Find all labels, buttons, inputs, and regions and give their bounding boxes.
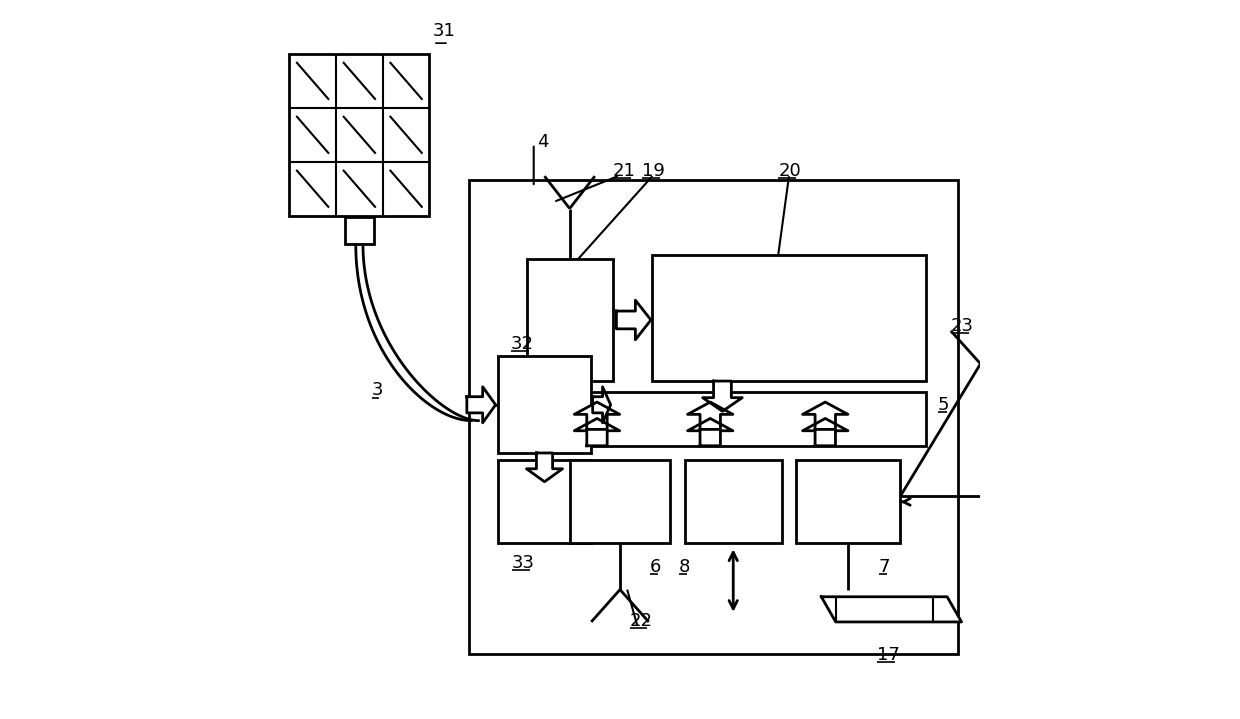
Text: 17: 17	[878, 646, 900, 664]
Bar	[652, 255, 925, 381]
Text: 32: 32	[511, 335, 533, 353]
Bar	[497, 460, 591, 543]
Text: 5: 5	[937, 396, 950, 414]
Polygon shape	[802, 418, 848, 446]
Text: 3: 3	[372, 382, 383, 400]
Text: 23: 23	[951, 317, 973, 335]
Bar	[569, 460, 671, 543]
Polygon shape	[466, 387, 496, 423]
Bar	[684, 460, 781, 543]
Bar	[520, 392, 925, 446]
Text: 6: 6	[650, 558, 662, 576]
Text: 7: 7	[879, 558, 890, 576]
Polygon shape	[688, 418, 733, 446]
Polygon shape	[703, 381, 743, 411]
Bar	[796, 460, 900, 543]
Text: 8: 8	[680, 558, 691, 576]
Text: 31: 31	[433, 22, 456, 40]
Bar	[497, 356, 591, 453]
Bar	[345, 217, 373, 244]
Polygon shape	[593, 387, 610, 423]
Polygon shape	[527, 453, 563, 482]
Text: 20: 20	[779, 162, 801, 180]
Text: 19: 19	[641, 162, 665, 180]
Text: 21: 21	[613, 162, 636, 180]
Text: 33: 33	[512, 554, 536, 572]
Text: 4: 4	[537, 134, 549, 152]
Bar	[289, 54, 429, 216]
Polygon shape	[574, 402, 620, 429]
Text: 22: 22	[630, 612, 653, 630]
Bar	[469, 180, 959, 654]
Polygon shape	[688, 402, 733, 429]
Polygon shape	[821, 597, 961, 622]
Polygon shape	[616, 301, 651, 340]
Polygon shape	[802, 402, 848, 429]
Polygon shape	[574, 418, 620, 446]
Bar	[527, 259, 613, 381]
